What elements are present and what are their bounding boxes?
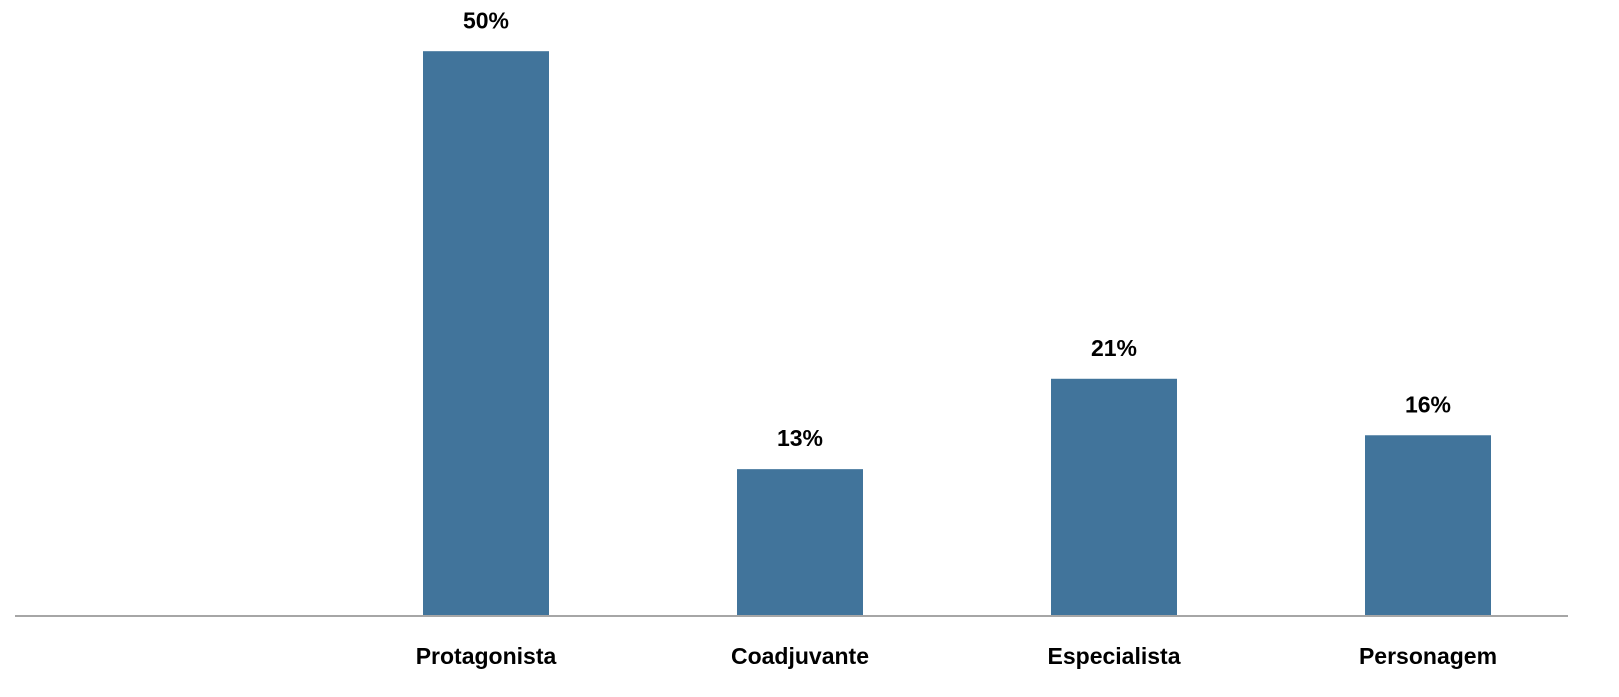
bar — [737, 469, 863, 616]
data-label: 13% — [777, 425, 823, 451]
bar — [423, 51, 549, 617]
data-label: 21% — [1091, 335, 1137, 361]
x-tick-label: Personagem — [1359, 643, 1497, 669]
data-label: 16% — [1405, 391, 1451, 417]
bar — [1051, 378, 1177, 616]
x-tick-label: Especialista — [1048, 643, 1181, 669]
bar — [1365, 435, 1491, 616]
data-label: 50% — [463, 7, 509, 33]
x-tick-label: Protagonista — [416, 643, 557, 669]
x-tick-label: Coadjuvante — [731, 643, 869, 669]
